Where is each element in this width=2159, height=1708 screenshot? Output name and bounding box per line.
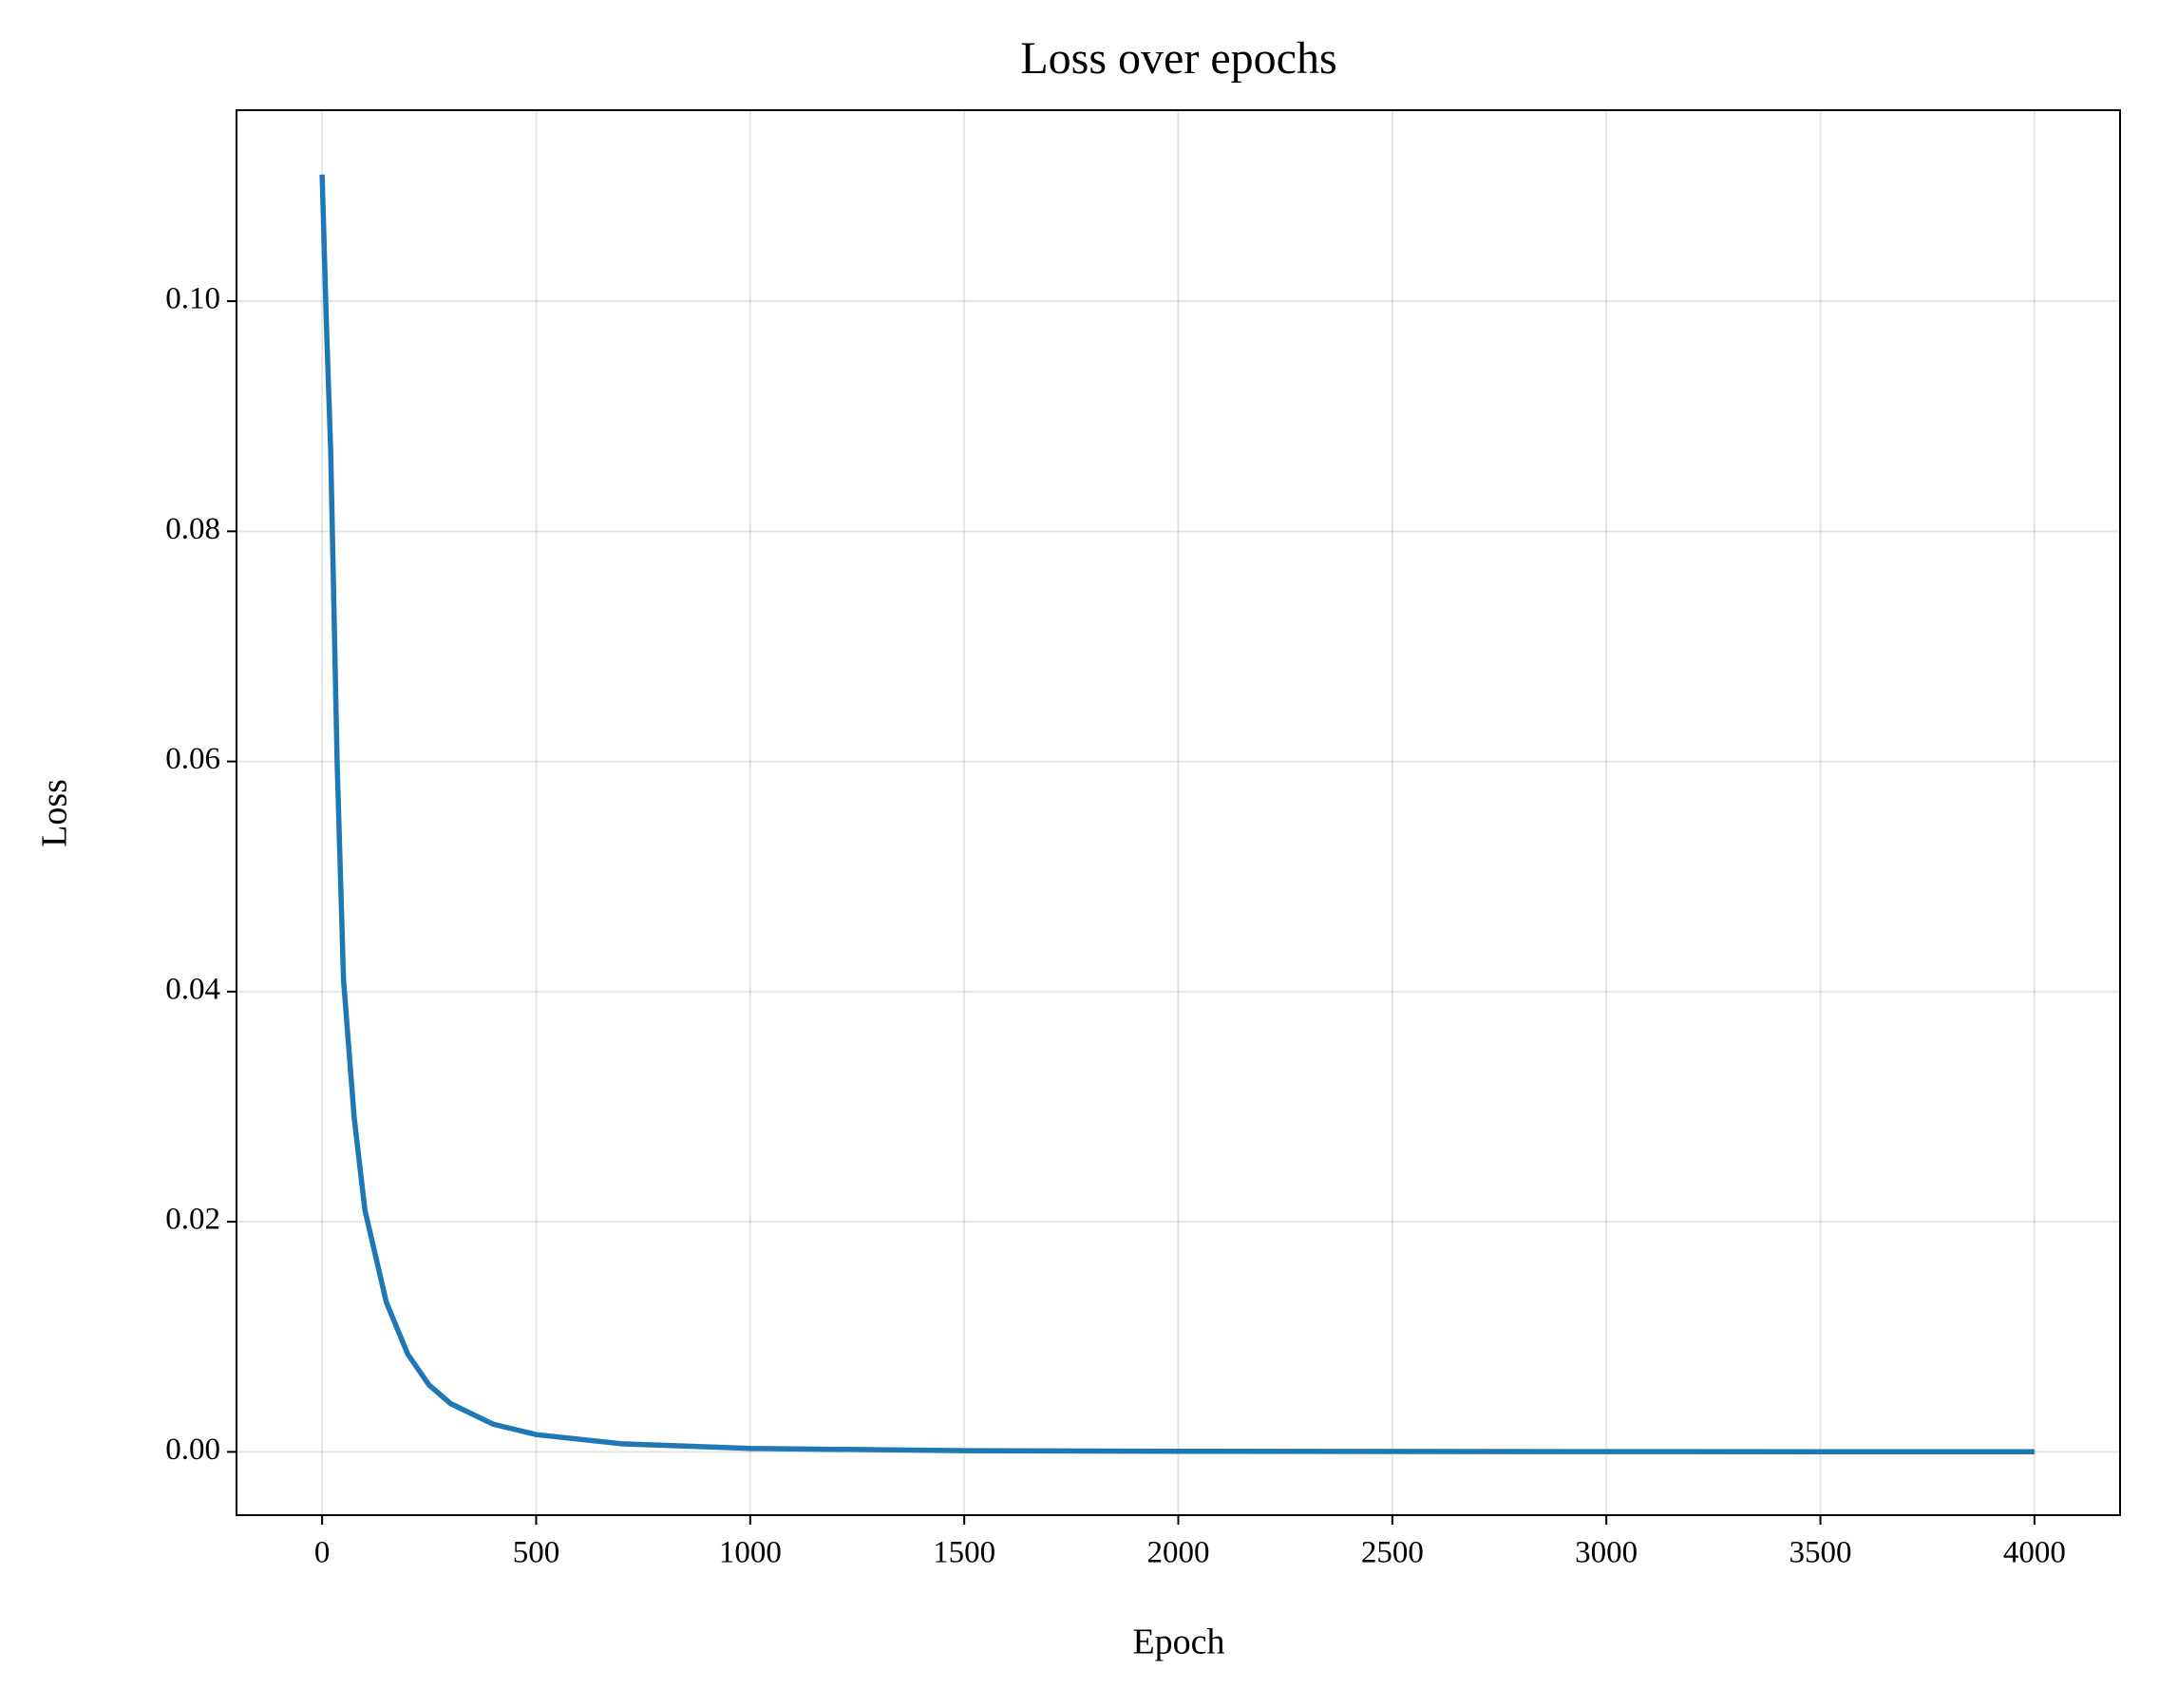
x-tick-label: 3500 <box>1790 1536 1852 1570</box>
x-tick-label: 0 <box>314 1536 331 1570</box>
x-tick-label: 1500 <box>933 1536 995 1570</box>
x-tick-label: 3000 <box>1575 1536 1638 1570</box>
chart-title: Loss over epochs <box>1020 33 1336 84</box>
plot-frame <box>236 109 2121 1516</box>
y-tick-label: 0.02 <box>165 1203 220 1237</box>
y-tick-label: 0.04 <box>165 972 220 1006</box>
x-tick-label: 1000 <box>719 1536 782 1570</box>
y-tick-label: 0.10 <box>165 282 220 316</box>
x-tick-label: 4000 <box>2003 1536 2066 1570</box>
x-tick-label: 2500 <box>1361 1536 1424 1570</box>
y-axis-label: Loss <box>35 779 75 847</box>
x-tick-label: 2000 <box>1147 1536 1210 1570</box>
loss-line <box>319 174 2035 1455</box>
x-tick-label: 500 <box>513 1536 560 1570</box>
x-axis-label: Epoch <box>1132 1623 1224 1662</box>
y-tick-label: 0.08 <box>165 512 220 546</box>
y-tick-label: 0.06 <box>165 742 220 776</box>
y-tick-label: 0.00 <box>165 1433 220 1467</box>
